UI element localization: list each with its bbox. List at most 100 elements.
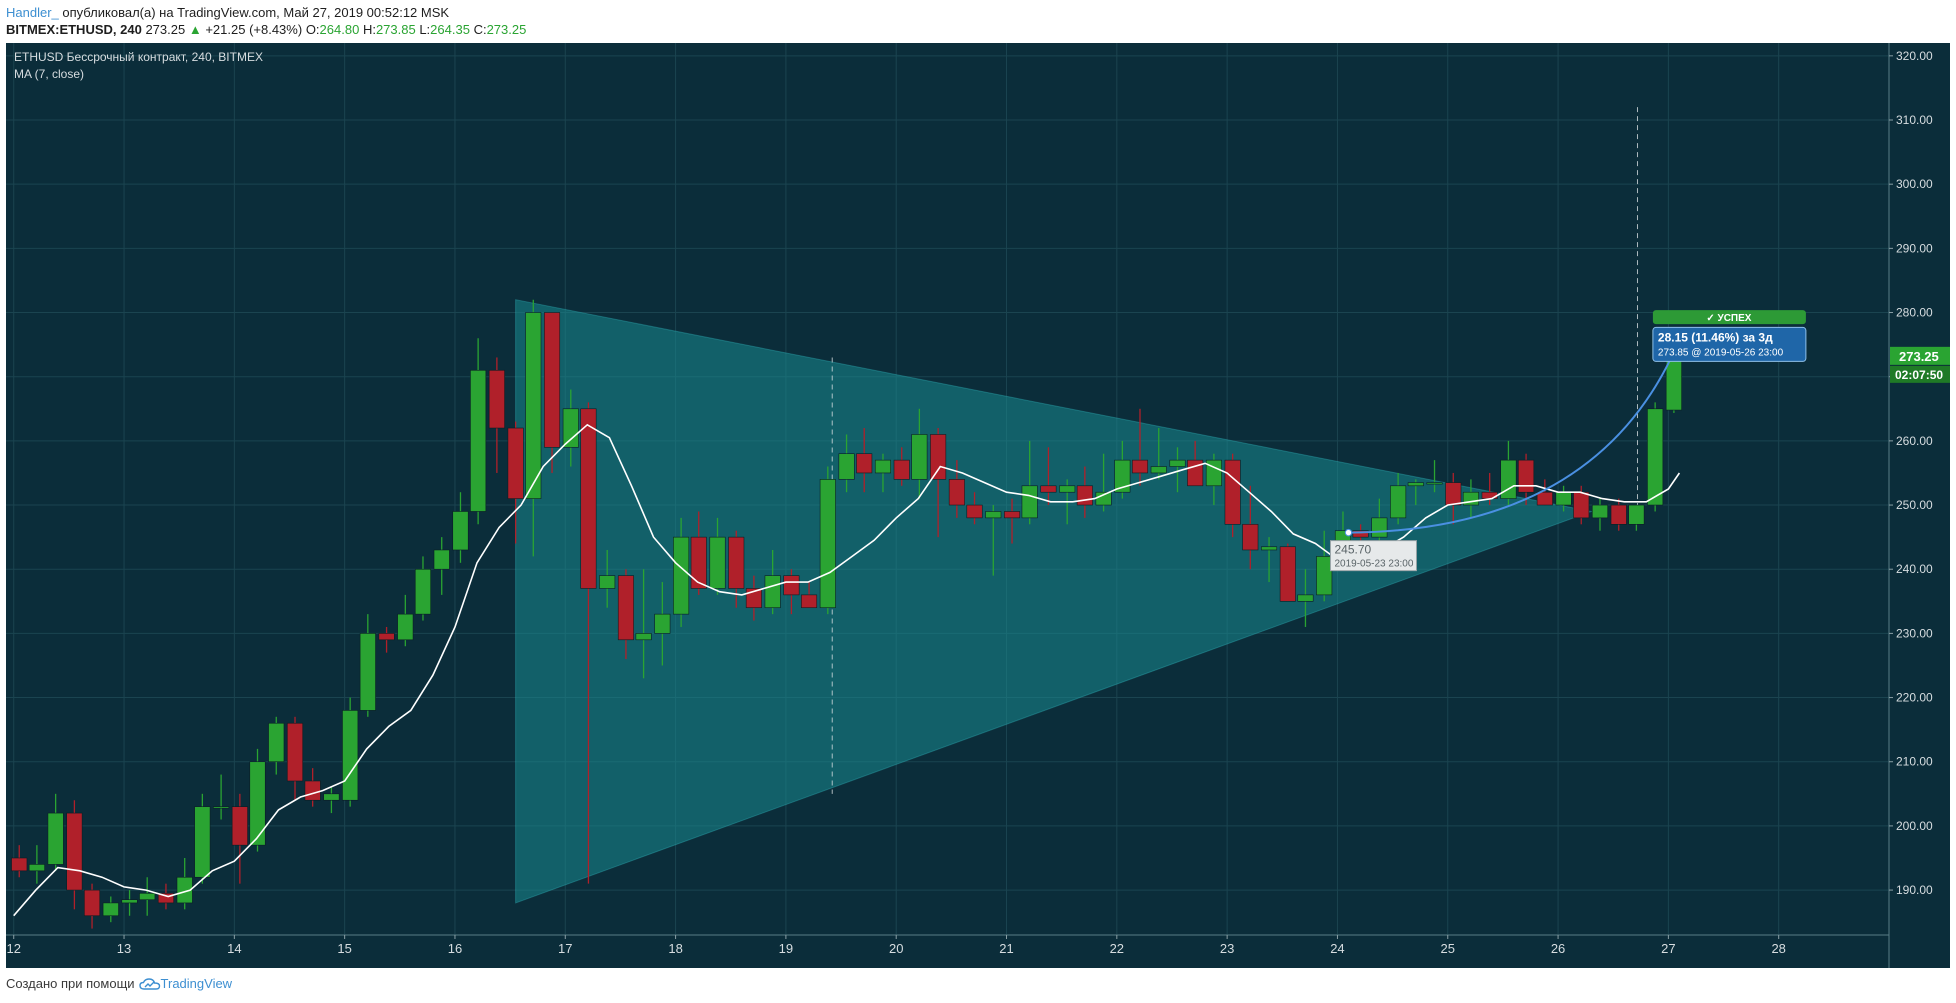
- candle-body: [1500, 459, 1517, 499]
- candle-body: [673, 536, 690, 615]
- x-tick-label: 14: [227, 941, 241, 956]
- close-label: C:: [473, 22, 487, 37]
- candle-body: [930, 434, 947, 480]
- projection-curve-group[interactable]: [1348, 351, 1675, 534]
- close-value: 273.25: [486, 22, 527, 37]
- start-label-box: [1329, 540, 1417, 572]
- candle-body: [801, 594, 818, 609]
- candle-body: [856, 453, 873, 474]
- candle-body: [1628, 504, 1645, 525]
- annotations: 245.70 2019-05-23 23:00 ✓ УСПЕХ 28.15 (11.4…: [1329, 310, 1807, 572]
- candle-body: [378, 633, 395, 641]
- footer: Создано при помощи TradingView: [6, 976, 232, 991]
- candle-body: [599, 575, 616, 589]
- candle-body: [231, 806, 248, 846]
- projection-curve: [1348, 351, 1675, 534]
- candle-body: [249, 761, 266, 846]
- x-tick-label: 25: [1441, 941, 1455, 956]
- y-tick-label: 210.00: [1896, 755, 1933, 769]
- candle-body: [1169, 459, 1186, 467]
- triangle-shape: [515, 299, 1594, 904]
- candle-body: [783, 575, 800, 596]
- candle-body: [911, 434, 928, 480]
- made-with-label: Создано при помощи: [6, 976, 135, 991]
- candle-body: [1647, 408, 1664, 506]
- y-tick-label: 280.00: [1896, 306, 1933, 320]
- candle-body: [452, 511, 469, 551]
- y-tick-label: 260.00: [1896, 434, 1933, 448]
- candle-body: [580, 408, 597, 589]
- candle-body: [1445, 482, 1462, 506]
- candle-body: [66, 812, 83, 891]
- candle-body: [1518, 459, 1535, 493]
- candle-body: [966, 504, 983, 519]
- countdown-badge: [1890, 365, 1950, 383]
- x-tick-label: 21: [999, 941, 1013, 956]
- candle-body: [1390, 485, 1407, 519]
- symbol-label: BITMEX:ETHUSD, 240: [6, 22, 142, 37]
- candle-body: [1297, 594, 1314, 602]
- legend-indicator[interactable]: MA (7, close): [14, 67, 84, 81]
- candle-body: [286, 722, 304, 782]
- y-tick-label: 320.00: [1896, 49, 1933, 63]
- candle-body: [1114, 459, 1131, 493]
- candle-body: [1021, 485, 1038, 519]
- x-tick-label: 18: [668, 941, 682, 956]
- candle-body: [1224, 459, 1241, 525]
- candle-body: [268, 722, 285, 763]
- chart-svg[interactable]: 245.70 2019-05-23 23:00 ✓ УСПЕХ 28.15 (11.4…: [6, 43, 1950, 968]
- candle-body: [948, 479, 965, 506]
- candle-body: [893, 459, 910, 480]
- ohlc-line: BITMEX:ETHUSD, 240 273.25 ▲ +21.25 (+8.4…: [6, 21, 526, 38]
- chart-area[interactable]: 245.70 2019-05-23 23:00 ✓ УСПЕХ 28.15 (11.4…: [6, 43, 1950, 973]
- x-tick-label: 22: [1110, 941, 1124, 956]
- candle-body: [213, 806, 230, 809]
- candle-body: [1131, 459, 1149, 474]
- publish-info: опубликовал(а) на TradingView.com, Май 2…: [62, 5, 450, 20]
- candle-body: [84, 889, 101, 917]
- y-tick-label: 220.00: [1896, 691, 1933, 705]
- candle-body: [1205, 459, 1222, 487]
- y-tick-label: 300.00: [1896, 177, 1933, 191]
- measure-change: 28.15 (11.46%) за 3д: [1658, 330, 1773, 344]
- open-value: 264.80: [319, 22, 360, 37]
- low-label: L:: [419, 22, 431, 37]
- x-tick-label: 23: [1220, 941, 1234, 956]
- candle-body: [1076, 485, 1093, 506]
- candle-body: [1242, 523, 1259, 551]
- candle-body: [1279, 546, 1296, 602]
- x-tick-label: 16: [448, 941, 462, 956]
- candle-body: [838, 453, 855, 480]
- x-tick-label: 19: [779, 941, 793, 956]
- candle-body: [525, 312, 542, 499]
- last-price: 273.25: [145, 22, 186, 37]
- candle-body: [11, 857, 28, 872]
- low-value: 264.35: [430, 22, 470, 37]
- ma-line: [13, 423, 1681, 917]
- candle-body: [1352, 530, 1369, 538]
- candle-body: [562, 408, 579, 448]
- author-link[interactable]: Handler_: [6, 5, 59, 20]
- candle-body: [139, 892, 156, 901]
- start-point-marker: [1344, 528, 1353, 537]
- last-price-badge-text: 273.25: [1899, 349, 1939, 364]
- y-tick-label: 310.00: [1896, 113, 1933, 127]
- measure-box: [1652, 326, 1807, 362]
- x-tick-label: 12: [6, 941, 20, 956]
- time-axis[interactable]: 12 13 14 15 16 17 18 19 20 21 22 23 24 25 26 27 28: [6, 935, 1786, 956]
- axes: 190.00 200.00 210.00 220.00 230.00 240.00 250.…: [6, 43, 1950, 968]
- tradingview-link[interactable]: TradingView: [138, 976, 232, 991]
- triangle-pattern[interactable]: [515, 299, 1594, 904]
- x-tick-label: 27: [1661, 941, 1675, 956]
- y-tick-label: 230.00: [1896, 626, 1933, 640]
- candle-body: [819, 479, 836, 609]
- y-tick-label: 240.00: [1896, 562, 1933, 576]
- candle-body: [544, 312, 561, 448]
- x-tick-label: 20: [889, 941, 903, 956]
- candle-body: [488, 369, 505, 429]
- candle-body: [433, 549, 450, 570]
- price-axis[interactable]: 190.00 200.00 210.00 220.00 230.00 240.00 250.…: [1889, 49, 1950, 897]
- candle-body: [635, 633, 652, 641]
- cloud-logo-icon: [138, 977, 160, 990]
- ma-line-group: [13, 423, 1681, 917]
